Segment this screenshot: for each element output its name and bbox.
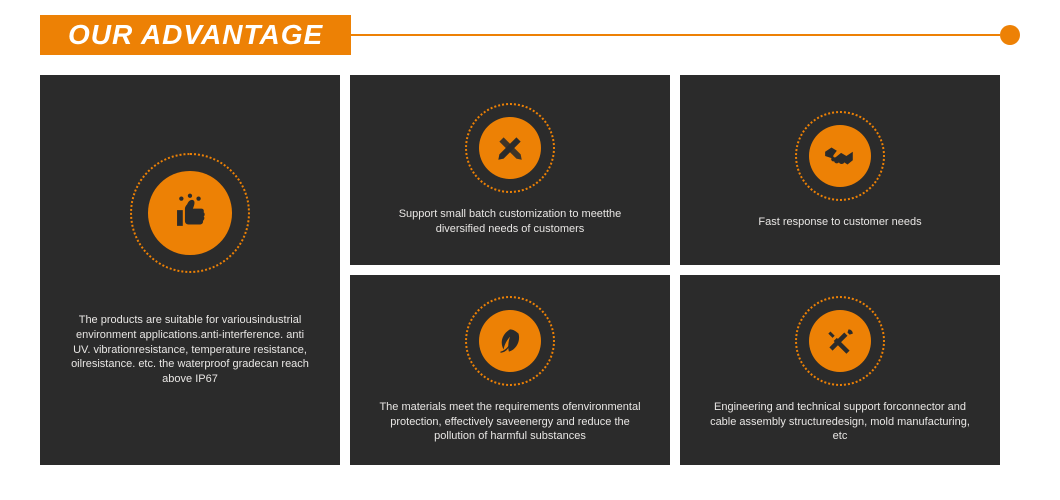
card-text: The products are suitable for variousind…	[67, 313, 314, 387]
advantage-card: Fast response to customer needs	[680, 75, 1000, 265]
heading-dot	[1000, 25, 1020, 45]
cards-grid: The products are suitable for variousind…	[40, 75, 1020, 465]
card-text: The materials meet the requirements ofen…	[377, 400, 643, 445]
handshake-icon	[823, 139, 857, 173]
icon-ring	[465, 296, 555, 386]
leaf-icon	[493, 324, 527, 358]
tools-icon	[823, 324, 857, 358]
icon-ring	[465, 103, 555, 193]
advantage-card: The materials meet the requirements ofen…	[350, 275, 670, 465]
page-title: OUR ADVANTAGE	[40, 15, 351, 55]
heading-bar: OUR ADVANTAGE	[40, 15, 1020, 55]
advantage-card: Engineering and technical support forcon…	[680, 275, 1000, 465]
card-text: Support small batch customization to mee…	[377, 207, 643, 237]
icon-ring	[795, 111, 885, 201]
heading-rule	[351, 34, 1000, 36]
advantage-card: Support small batch customization to mee…	[350, 75, 670, 265]
card-text: Fast response to customer needs	[758, 215, 921, 230]
pencil-ruler-icon	[493, 131, 527, 165]
icon-ring	[795, 296, 885, 386]
thumbs-up-icon	[167, 190, 213, 236]
card-text: Engineering and technical support forcon…	[707, 400, 973, 445]
advantage-card: The products are suitable for variousind…	[40, 75, 340, 465]
icon-ring	[130, 153, 250, 273]
